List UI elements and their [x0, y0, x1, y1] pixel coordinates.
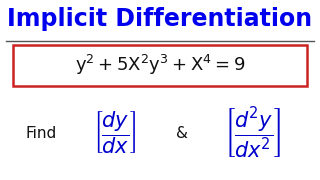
- Text: Find: Find: [26, 126, 57, 141]
- Text: Implicit Differentiation: Implicit Differentiation: [7, 7, 313, 31]
- Text: $\left[\dfrac{d^2y}{dx^2}\right]$: $\left[\dfrac{d^2y}{dx^2}\right]$: [224, 105, 282, 161]
- Text: $\mathregular{y^2 + 5X^2y^3 + X^4 = 9}$: $\mathregular{y^2 + 5X^2y^3 + X^4 = 9}$: [75, 53, 245, 77]
- FancyBboxPatch shape: [13, 45, 307, 86]
- Text: &: &: [176, 126, 188, 141]
- Text: $\left[\dfrac{dy}{dx}\right]$: $\left[\dfrac{dy}{dx}\right]$: [93, 110, 137, 156]
